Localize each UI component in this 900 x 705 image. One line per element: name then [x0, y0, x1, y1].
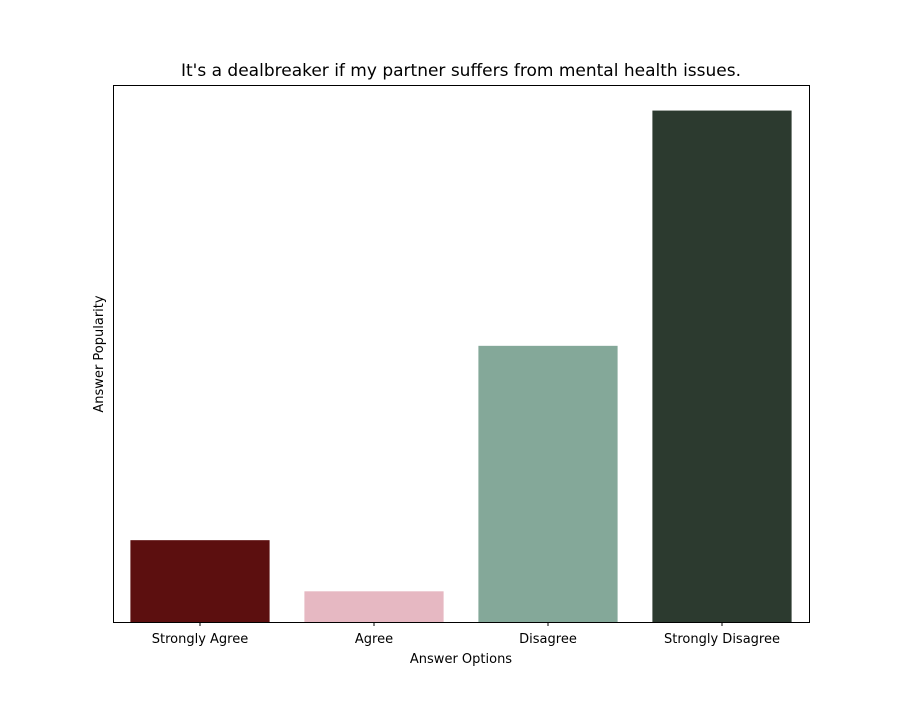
y-axis-label: Answer Popularity: [92, 295, 107, 412]
bar-agree: [304, 591, 444, 622]
chart-title: It's a dealbreaker if my partner suffers…: [181, 61, 741, 81]
bars-group: [130, 110, 792, 622]
x-ticks-group: Strongly Agree Agree Disagree Strongly Disa…: [152, 622, 780, 647]
x-axis-label: Answer Options: [410, 652, 512, 667]
plot-frame: [113, 85, 810, 623]
bar-disagree: [478, 345, 618, 622]
bar-strongly-disagree: [652, 110, 792, 622]
x-tick-label: Strongly Disagree: [664, 632, 780, 647]
x-tick-label: Strongly Agree: [152, 632, 249, 647]
bar-strongly-agree: [130, 540, 270, 622]
x-tick-label: Disagree: [519, 632, 577, 647]
x-tick-label: Agree: [355, 632, 393, 647]
